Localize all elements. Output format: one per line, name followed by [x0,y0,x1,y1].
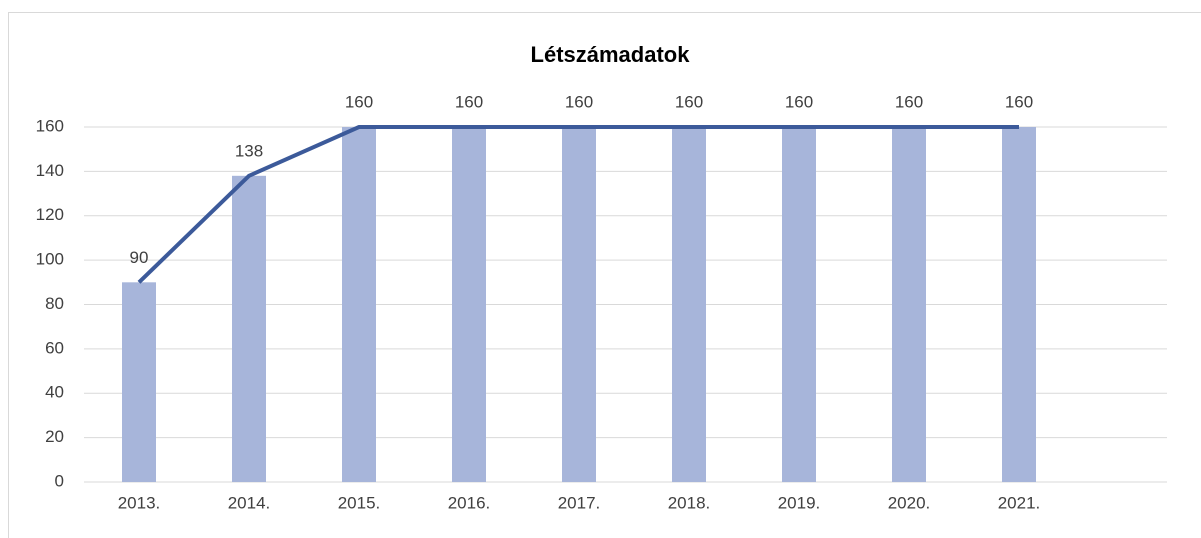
line [137,125,1019,284]
chart-title: Létszámadatok [531,42,691,67]
bar [672,127,706,482]
bar [342,127,376,482]
y-tick-label: 0 [55,471,64,490]
data-label: 160 [565,92,593,111]
bar [892,127,926,482]
x-tick-label: 2015. [338,493,381,512]
x-tick-label: 2018. [668,493,711,512]
x-tick-label: 2021. [998,493,1041,512]
y-tick-label: 20 [45,427,64,446]
bar [562,127,596,482]
data-label: 90 [130,248,149,267]
bar [452,127,486,482]
data-label: 160 [455,92,483,111]
y-tick-label: 120 [36,205,64,224]
y-tick-label: 160 [36,116,64,135]
x-tick-label: 2020. [888,493,931,512]
x-tick-label: 2019. [778,493,821,512]
x-tick-label: 2013. [118,493,161,512]
bar [782,127,816,482]
data-label: 160 [675,92,703,111]
y-tick-label: 100 [36,250,64,269]
data-label: 160 [1005,92,1033,111]
y-tick-label: 40 [45,383,64,402]
data-label: 160 [345,92,373,111]
data-label: 160 [785,92,813,111]
bar [1002,127,1036,482]
y-tick-label: 60 [45,338,64,357]
y-tick-label: 140 [36,161,64,180]
bar [122,282,156,482]
x-tick-label: 2017. [558,493,601,512]
data-label: 160 [895,92,923,111]
data-label: 138 [235,141,263,160]
x-tick-label: 2016. [448,493,491,512]
bar [232,175,266,482]
x-tick-label: 2014. [228,493,271,512]
y-tick-label: 80 [45,294,64,313]
